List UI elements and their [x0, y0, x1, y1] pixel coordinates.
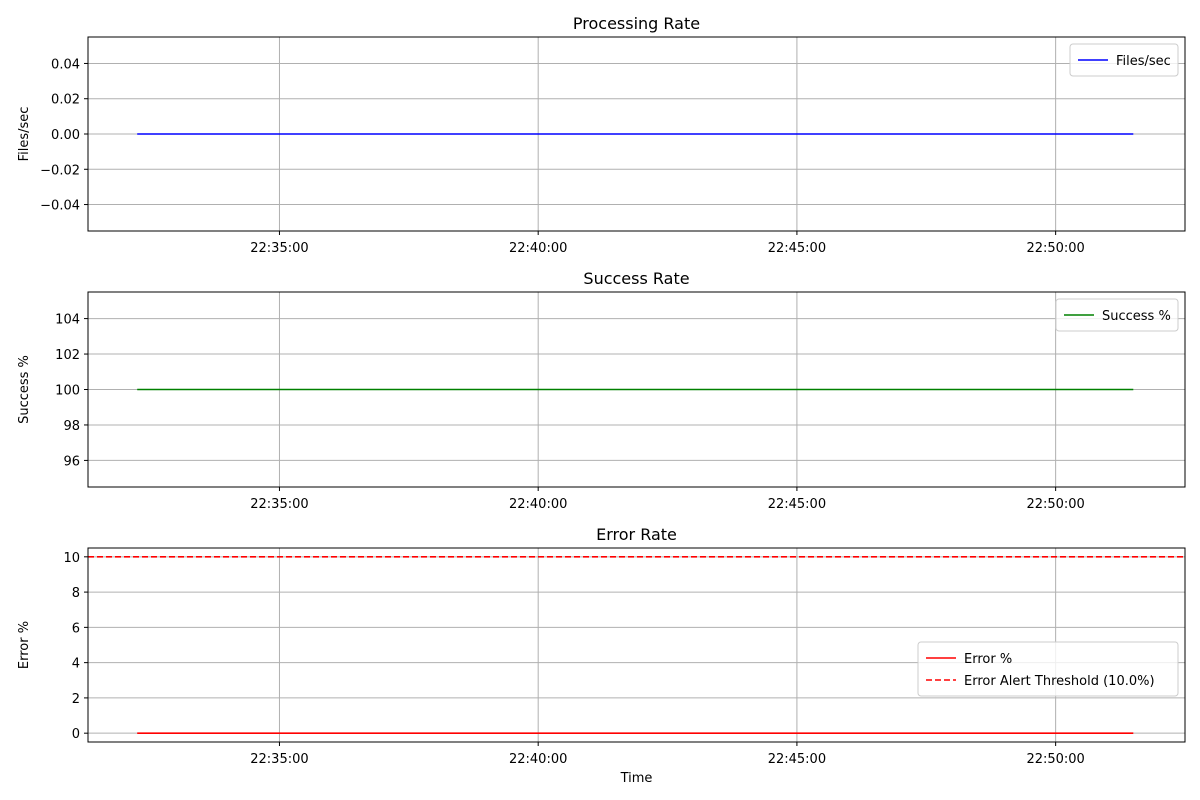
y-tick-label: −0.04	[40, 199, 80, 214]
legend-label: Success %	[1102, 309, 1171, 324]
plot-frame	[87, 36, 1186, 232]
x-tick-label: 22:45:00	[768, 241, 826, 256]
y-tick-label: 0.04	[51, 57, 80, 72]
y-tick-label: 0	[72, 727, 80, 742]
legend-label: Files/sec	[1116, 54, 1171, 69]
x-tick-label: 22:35:00	[250, 497, 308, 512]
y-tick-label: 10	[63, 551, 80, 566]
plot-frame	[87, 291, 1186, 488]
x-tick-label: 22:50:00	[1026, 752, 1084, 767]
y-tick-label: 98	[63, 419, 80, 434]
legend-label: Error Alert Threshold (10.0%)	[964, 674, 1155, 689]
y-tick-label: 96	[63, 454, 80, 469]
y-tick-label: 6	[72, 621, 80, 636]
y-tick-label: 4	[72, 657, 80, 672]
x-tick-label: 22:45:00	[768, 497, 826, 512]
y-tick-label: 8	[72, 586, 80, 601]
y-tick-label: 102	[55, 348, 80, 363]
legend-label: Error %	[964, 652, 1012, 667]
y-axis-label: Files/sec	[17, 107, 32, 162]
legend-box	[1055, 298, 1179, 332]
y-tick-label: 100	[55, 384, 80, 399]
x-tick-label: 22:50:00	[1026, 497, 1084, 512]
y-tick-label: 0.00	[51, 128, 80, 143]
y-tick-label: −0.02	[40, 163, 80, 178]
y-axis-label: Error %	[17, 621, 32, 669]
x-tick-label: 22:40:00	[509, 752, 567, 767]
y-tick-label: 0.02	[51, 93, 80, 108]
x-tick-label: 22:40:00	[509, 497, 567, 512]
chart-title: Processing Rate	[573, 14, 700, 33]
chart-title: Success Rate	[583, 269, 689, 288]
x-tick-label: 22:35:00	[250, 752, 308, 767]
legend-box	[1069, 43, 1179, 77]
chart-title: Error Rate	[596, 525, 677, 544]
x-tick-label: 22:35:00	[250, 241, 308, 256]
x-axis-label: Time	[620, 771, 653, 786]
y-axis-label: Success %	[17, 355, 32, 424]
plot-frame	[87, 547, 1186, 743]
legend-box	[917, 641, 1179, 697]
x-tick-label: 22:45:00	[768, 752, 826, 767]
y-tick-label: 2	[72, 692, 80, 707]
x-tick-label: 22:40:00	[509, 241, 567, 256]
x-tick-label: 22:50:00	[1026, 241, 1084, 256]
y-tick-label: 104	[55, 313, 80, 328]
